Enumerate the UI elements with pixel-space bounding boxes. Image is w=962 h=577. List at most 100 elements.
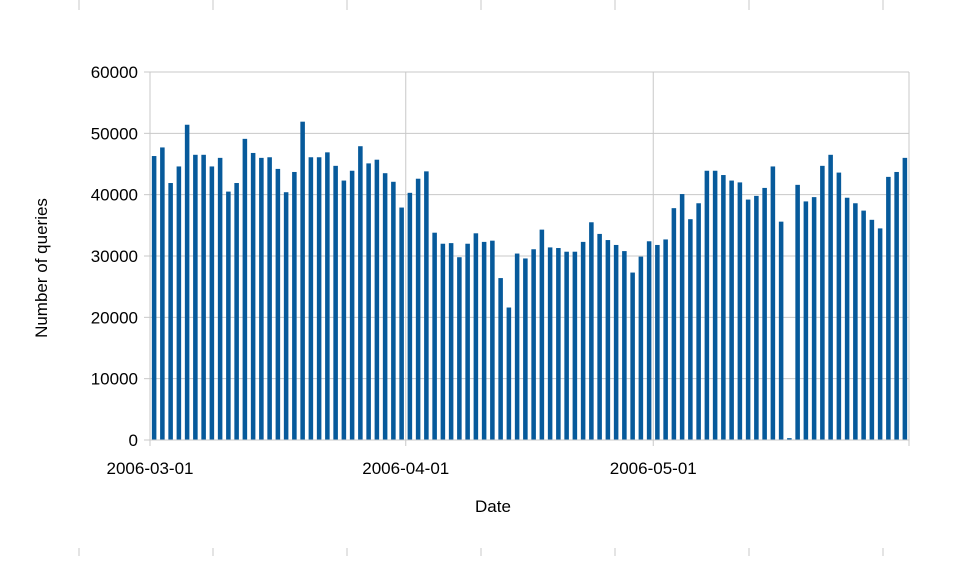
bar xyxy=(902,157,908,440)
bar xyxy=(803,201,809,440)
bar xyxy=(259,157,264,440)
bar xyxy=(457,257,462,440)
bar xyxy=(679,194,685,440)
bar xyxy=(407,192,413,440)
bar xyxy=(498,278,503,440)
bar xyxy=(415,178,421,440)
bar xyxy=(721,175,726,441)
bar xyxy=(523,258,528,440)
bar xyxy=(572,251,578,440)
bar xyxy=(539,229,545,440)
bar xyxy=(316,157,322,440)
bar xyxy=(556,248,561,440)
y-tick-label: 60000 xyxy=(91,63,138,82)
bar xyxy=(622,251,627,440)
bar xyxy=(424,171,429,441)
bar xyxy=(853,203,858,440)
bar xyxy=(300,121,305,441)
bar xyxy=(869,219,875,440)
bar xyxy=(811,197,817,440)
bar xyxy=(770,166,776,440)
bar xyxy=(184,124,190,440)
bar xyxy=(308,157,314,440)
x-axis-label: Date xyxy=(475,497,511,516)
bar xyxy=(234,183,239,440)
x-tick-label: 2006-04-01 xyxy=(362,459,449,478)
bar xyxy=(646,241,652,440)
bar xyxy=(787,438,792,440)
y-tick-label: 20000 xyxy=(91,308,138,327)
bar xyxy=(836,172,842,440)
bar xyxy=(737,182,743,440)
bar xyxy=(597,233,602,440)
bar xyxy=(712,170,718,440)
bar xyxy=(440,243,446,440)
bar xyxy=(754,195,759,440)
bar xyxy=(151,156,157,440)
bar xyxy=(580,241,586,440)
bar xyxy=(564,251,569,440)
bar xyxy=(696,203,701,440)
bar xyxy=(267,157,272,440)
bar xyxy=(226,191,231,440)
bar xyxy=(630,272,635,440)
bar xyxy=(473,233,479,440)
bar xyxy=(745,199,751,440)
y-axis-label: Number of queries xyxy=(32,198,51,338)
bar xyxy=(275,168,281,440)
bar xyxy=(168,183,173,440)
bar xyxy=(894,171,899,440)
bar xyxy=(886,176,891,440)
bar xyxy=(820,165,825,440)
bar xyxy=(605,240,611,440)
bar xyxy=(490,240,495,440)
bar xyxy=(209,166,215,440)
bar xyxy=(250,152,256,440)
bar xyxy=(333,165,338,440)
y-tick-label: 10000 xyxy=(91,370,138,389)
bar xyxy=(762,187,767,440)
bar xyxy=(795,184,800,440)
bar xyxy=(663,239,668,440)
bars xyxy=(151,121,908,441)
bar xyxy=(514,253,520,440)
x-tick-label: 2006-03-01 xyxy=(107,459,194,478)
bar xyxy=(399,207,404,440)
corner-marks xyxy=(78,0,884,556)
bar xyxy=(531,249,536,440)
y-tick-label: 0 xyxy=(129,431,138,450)
bar xyxy=(506,307,512,440)
bar xyxy=(861,210,866,440)
bar xyxy=(729,180,734,440)
axes xyxy=(144,71,909,441)
y-tick-label: 50000 xyxy=(91,124,138,143)
bar xyxy=(325,152,330,440)
bar xyxy=(358,146,363,441)
bar xyxy=(704,170,710,440)
bar xyxy=(671,208,677,440)
bar xyxy=(160,147,165,440)
bar xyxy=(655,244,660,440)
bar xyxy=(176,166,182,440)
bar xyxy=(844,197,850,440)
bar xyxy=(688,219,693,440)
bar xyxy=(613,244,619,440)
bar xyxy=(292,171,297,440)
bar xyxy=(242,138,248,440)
grid-lines xyxy=(149,71,910,446)
tick-labels: 0 10000 20000 30000 40000 50000 60000 2006-03-0… xyxy=(91,63,697,478)
bar xyxy=(432,232,437,440)
y-tick-label: 40000 xyxy=(91,186,138,205)
bar xyxy=(465,243,470,440)
bar xyxy=(877,228,883,440)
bar xyxy=(547,247,553,440)
x-tick-label: 2006-05-01 xyxy=(610,459,697,478)
bar xyxy=(391,181,396,440)
bar xyxy=(283,192,289,440)
bar xyxy=(638,256,644,440)
bar xyxy=(382,173,388,440)
bar xyxy=(448,243,454,440)
bar xyxy=(481,241,487,440)
